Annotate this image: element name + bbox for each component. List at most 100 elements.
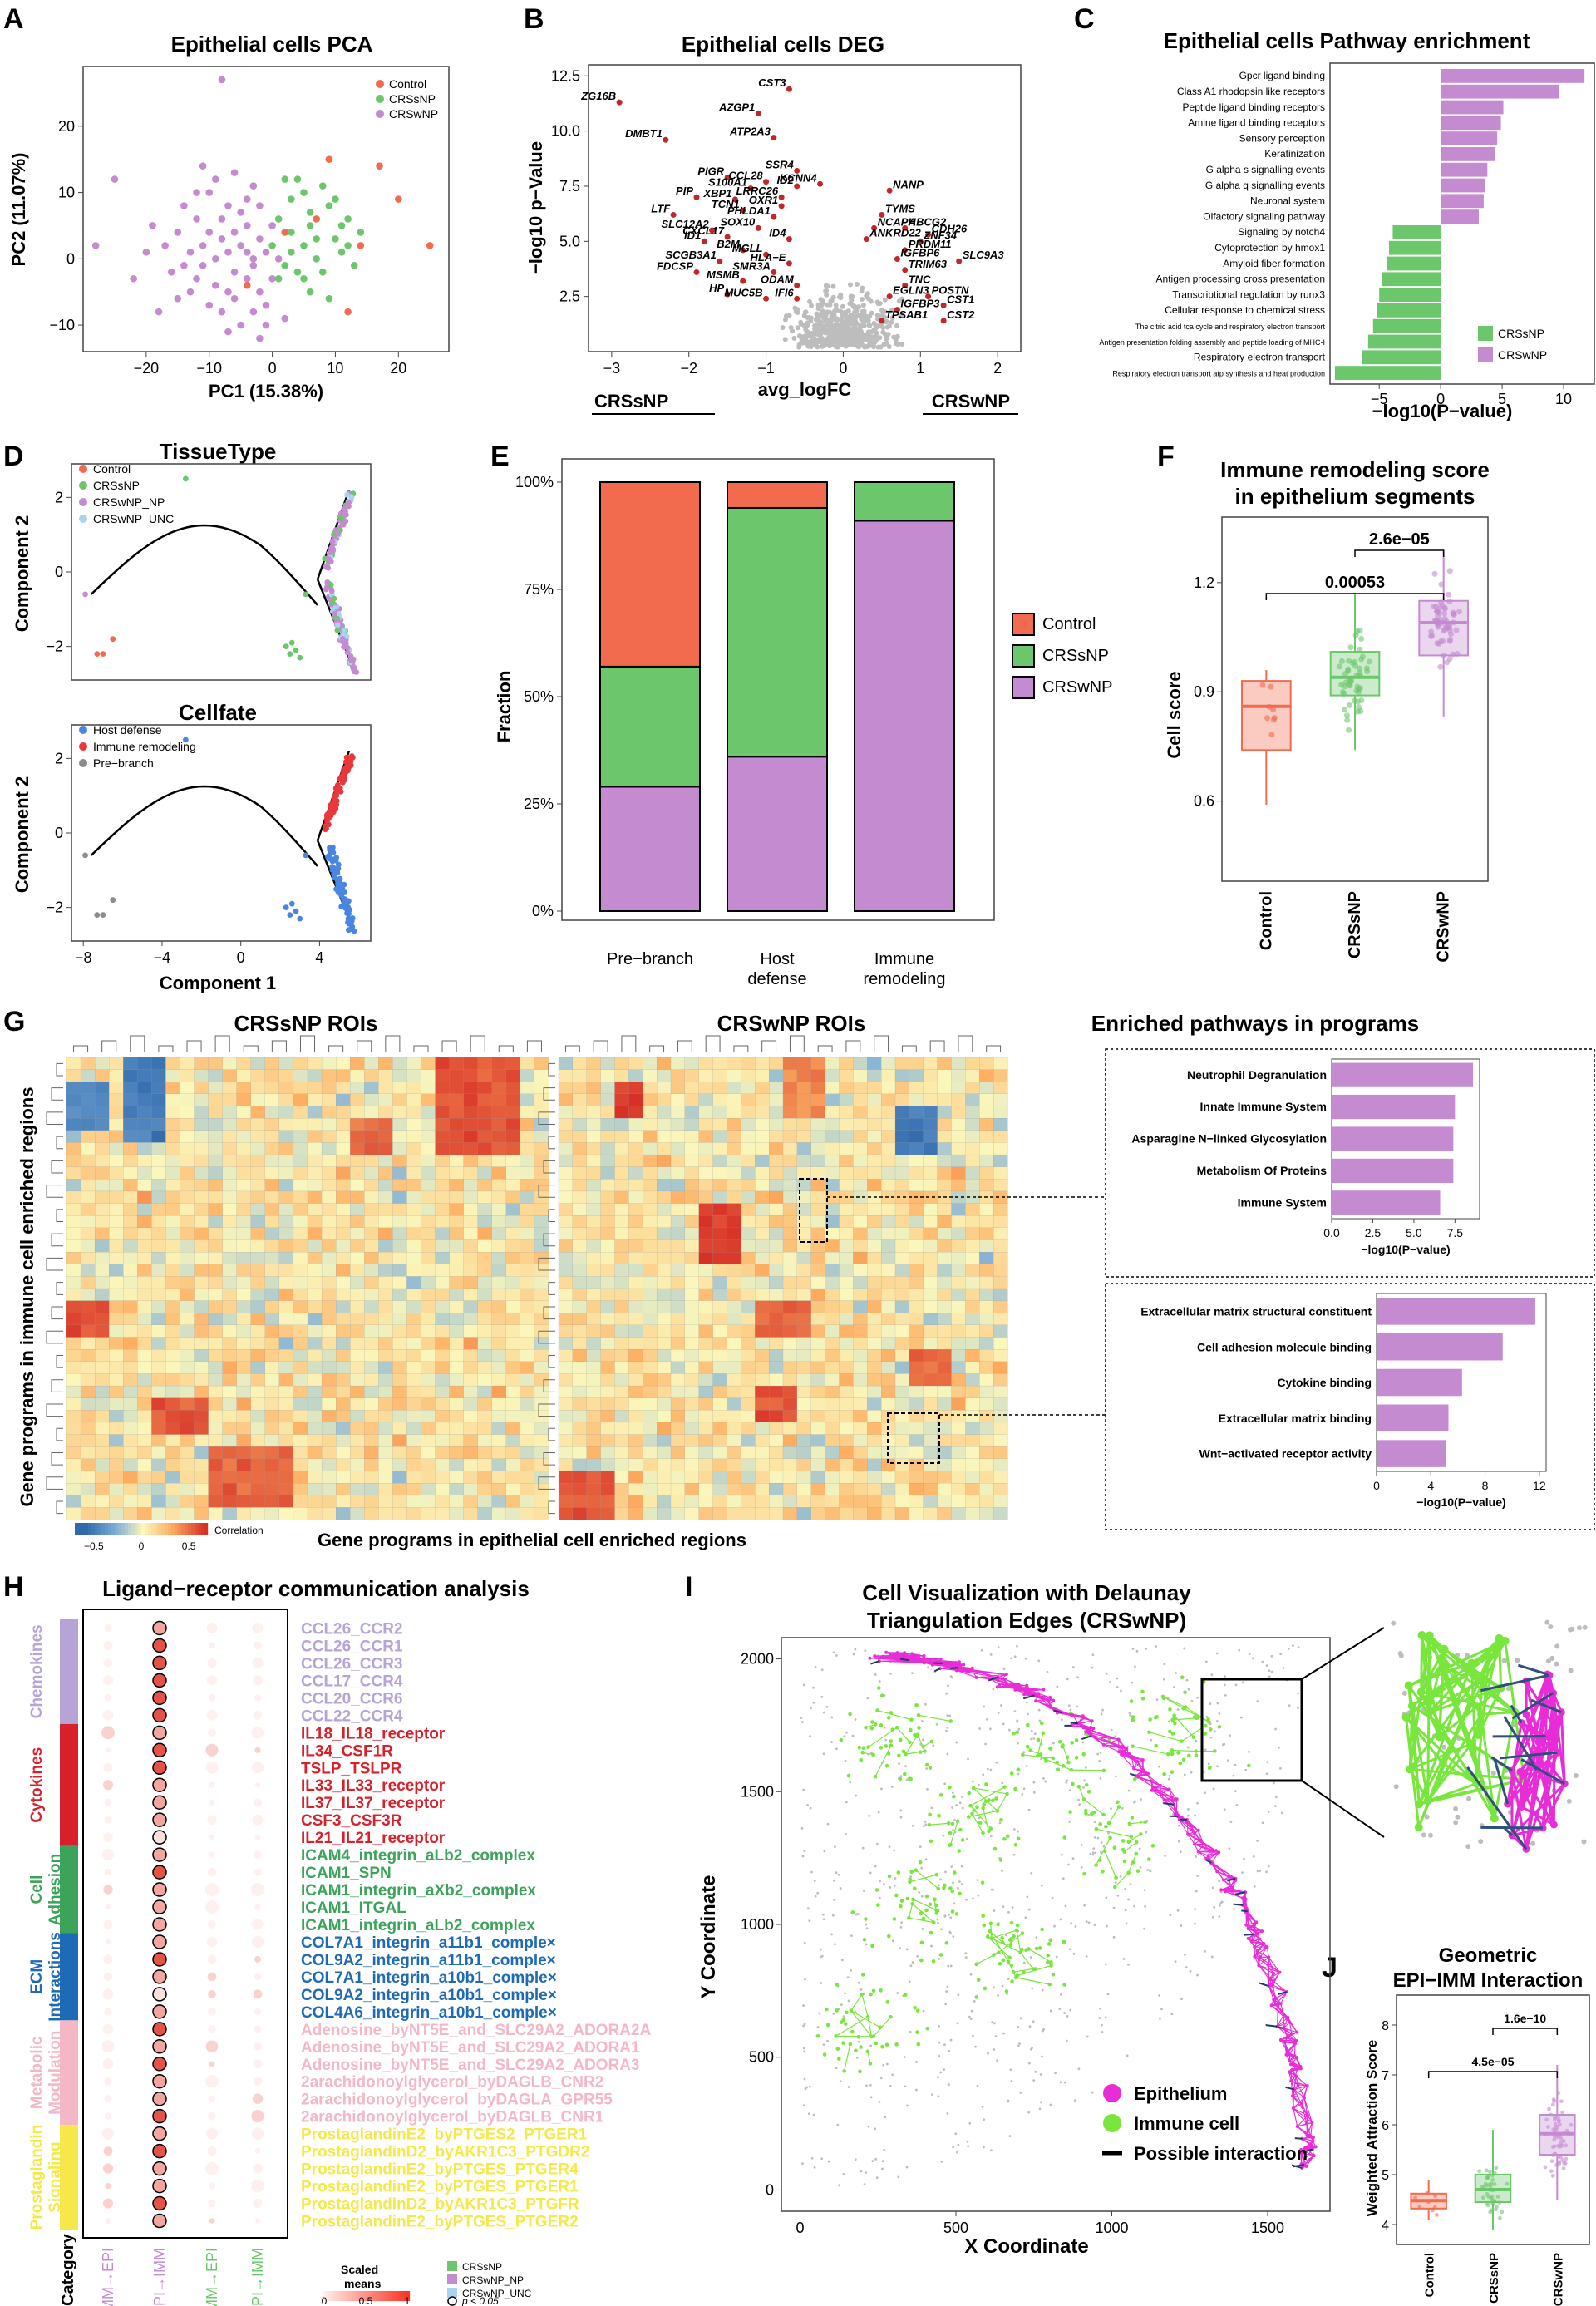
chart-i-cell-other xyxy=(806,1803,810,1806)
heatmap-cell xyxy=(712,1057,727,1071)
heatmap-cell xyxy=(657,1324,672,1338)
heatmap-cell xyxy=(572,1057,588,1071)
chart-i-cell-other xyxy=(1064,1904,1067,1908)
chart-i-cell-other xyxy=(1215,1652,1219,1655)
heatmap-cell xyxy=(979,1154,994,1168)
chart-i-cell-other xyxy=(1032,1791,1036,1794)
heatmap-cell xyxy=(278,1142,294,1155)
heatmap-cell xyxy=(853,1288,868,1302)
chart-h-dot xyxy=(252,1814,264,1826)
chart-a-point xyxy=(230,268,239,276)
colorbar-segment xyxy=(91,1523,96,1535)
chart-a-point xyxy=(268,242,276,249)
heatmap-cell xyxy=(491,1215,507,1229)
heatmap-cell xyxy=(321,1361,337,1374)
heatmap-cell xyxy=(321,1057,337,1071)
heatmap-cell xyxy=(336,1446,351,1460)
heatmap-cell xyxy=(491,1130,507,1143)
heatmap-cell xyxy=(727,1276,741,1289)
trajectory-cell-point xyxy=(330,801,337,808)
heatmap-cell xyxy=(657,1239,672,1253)
heatmap-cell xyxy=(810,1166,826,1180)
heatmap-cell xyxy=(825,1264,840,1277)
chart-f-point xyxy=(1456,609,1463,615)
heatmap-cell xyxy=(321,1373,337,1387)
chart-h-legend-swatch xyxy=(447,2288,457,2298)
chart-i-cell-other xyxy=(835,1747,838,1751)
chart-i-cell-other xyxy=(1238,1648,1241,1652)
chart-d-legend-label: Immune remodeling xyxy=(93,740,196,753)
heatmap-cell xyxy=(657,1446,672,1460)
heatmap-cell xyxy=(755,1154,770,1168)
chart-d1-ylabel: Component 2 xyxy=(12,515,32,633)
heatmap-cell xyxy=(712,1324,727,1338)
heatmap-cell xyxy=(572,1276,588,1289)
chart-h-pair-label: ProstaglandinE2_byPTGES_PTGER2 xyxy=(301,2214,579,2231)
heatmap-cell xyxy=(109,1106,124,1119)
chart-a-point xyxy=(281,262,289,269)
colorbar-segment xyxy=(78,1523,82,1535)
heatmap-cell xyxy=(881,1373,896,1387)
chart-a-point xyxy=(332,235,339,243)
chart-a-ytick-label: 0 xyxy=(66,250,75,267)
trajectory-cell-point xyxy=(94,651,101,658)
heatmap-cell xyxy=(643,1227,658,1240)
heatmap-cell xyxy=(165,1324,180,1338)
heatmap-cell xyxy=(264,1130,280,1143)
heatmap-cell xyxy=(712,1422,727,1435)
heatmap-cell xyxy=(684,1495,700,1508)
heatmap-cell xyxy=(684,1179,700,1192)
heatmap-cell xyxy=(923,1458,938,1471)
heatmap-cell xyxy=(95,1154,110,1168)
heatmap-cell xyxy=(741,1154,756,1168)
chart-b-point-sig xyxy=(879,318,885,324)
chart-i-cell-other xyxy=(803,2104,805,2107)
chart-i-cell-other xyxy=(833,1943,836,1946)
chart-i-cell-other xyxy=(1204,1949,1206,1953)
chart-b-point-ns xyxy=(889,315,895,321)
heatmap-cell xyxy=(643,1385,658,1399)
chart-i-cell-other xyxy=(1220,1900,1224,1904)
heatmap-cell xyxy=(123,1483,138,1496)
heatmap-cell xyxy=(95,1397,110,1411)
chart-i-cell-other xyxy=(924,1823,928,1826)
heatmap-cell xyxy=(881,1397,896,1411)
heatmap-cell xyxy=(810,1154,826,1168)
heatmap-cell xyxy=(698,1154,714,1168)
heatmap-cell xyxy=(95,1507,110,1520)
chart-i-cell-other xyxy=(1073,2099,1076,2102)
heatmap-cell xyxy=(180,1106,195,1119)
heatmap-cell xyxy=(66,1239,81,1253)
chart-i-cell-other xyxy=(1204,1748,1207,1752)
heatmap-cell xyxy=(435,1106,450,1119)
heatmap-cell xyxy=(727,1313,741,1326)
heatmap-cell xyxy=(614,1324,629,1338)
chart-b-ytick-label: 5.0 xyxy=(559,233,580,249)
chart-i-cell-other xyxy=(955,1741,958,1744)
chart-i-cell-other xyxy=(1046,1670,1049,1673)
chart-i-cell-other xyxy=(816,1891,820,1895)
heatmap-cell xyxy=(180,1324,195,1338)
heatmap-cell xyxy=(782,1179,798,1192)
heatmap-cell xyxy=(109,1337,124,1350)
heatmap-cell xyxy=(600,1069,615,1082)
chart-i-cell-other xyxy=(1248,1750,1250,1753)
heatmap-cell xyxy=(628,1434,643,1447)
heatmap-cell xyxy=(278,1288,294,1302)
heatmap-cell xyxy=(123,1179,138,1192)
heatmap-cell xyxy=(657,1288,672,1302)
heatmap-cell xyxy=(586,1434,602,1447)
chart-b-point-ns xyxy=(864,293,869,298)
heatmap-cell xyxy=(463,1313,479,1326)
chart-h-dot xyxy=(253,1798,263,1807)
chart-a-point xyxy=(256,334,264,342)
heatmap-cell xyxy=(741,1483,756,1496)
heatmap-cell xyxy=(463,1373,479,1387)
heatmap-cell xyxy=(810,1300,826,1313)
chart-a-point xyxy=(337,222,346,229)
heatmap-cell xyxy=(993,1495,1008,1508)
trajectory-cell-point xyxy=(348,919,354,925)
heatmap-cell xyxy=(435,1082,450,1095)
heatmap-cell xyxy=(165,1106,180,1119)
chart-b-point-ns xyxy=(782,337,788,342)
